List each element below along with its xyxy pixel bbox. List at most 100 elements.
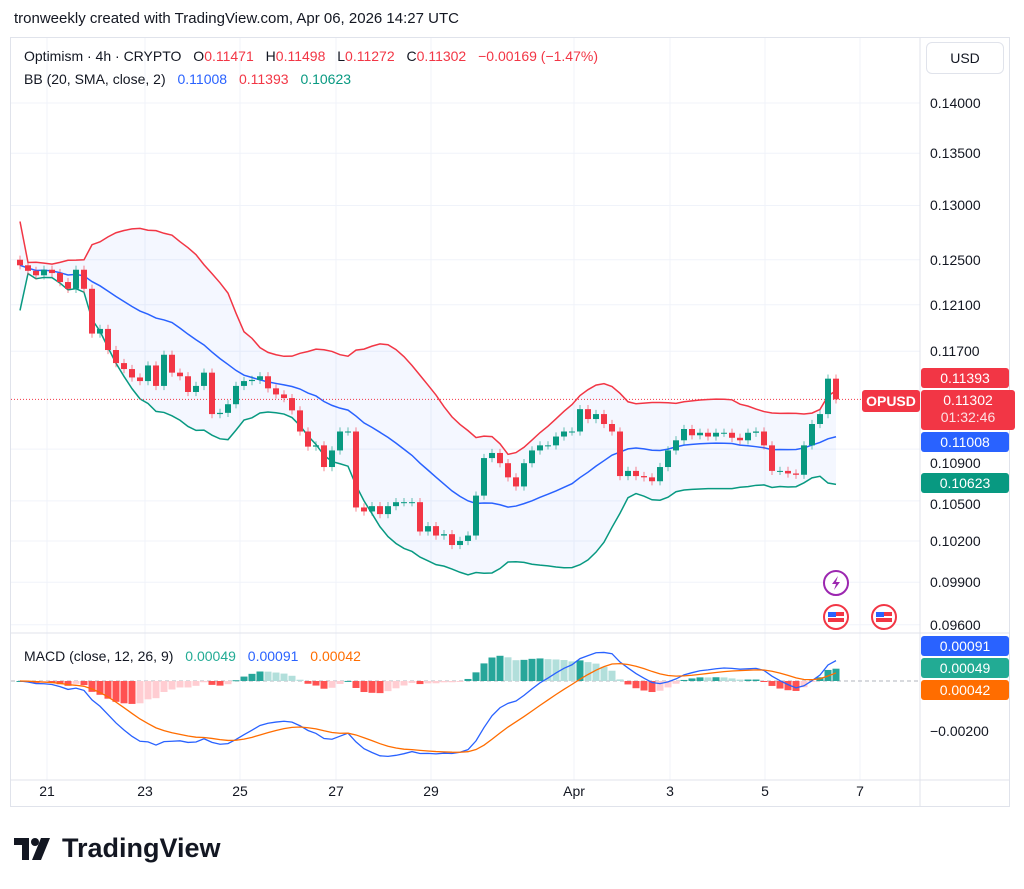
candle-body [321,445,327,468]
macd-histogram-bar [256,671,264,681]
macd-histogram-bar [608,670,616,681]
macd-histogram-bar [672,681,680,684]
bb-upper-badge: 0.11393 [921,368,1009,388]
macd-hist-badge: 0.00049 [921,658,1009,678]
flag-canton [876,612,884,617]
macd-histogram-bar [680,679,688,681]
candle-body [353,431,359,508]
macd-histogram-bar [176,681,184,688]
bb-fill [20,221,836,575]
candle-body [609,424,615,432]
macd-legend: MACD (close, 12, 26, 9) 0.00049 0.00091 … [24,648,361,664]
candle-body [753,431,759,433]
price-tick-label: 0.13500 [930,145,981,162]
macd-histogram-bar [600,666,608,681]
macd-histogram-bar [296,679,304,681]
candle-body [473,495,479,536]
symbol-name[interactable]: Optimism · 4h · CRYPTO [24,48,182,64]
macd-histogram-bar [272,672,280,681]
macd-histogram-bar [368,681,376,693]
macd-signal-badge: 0.00042 [921,680,1009,700]
candle-body [425,526,431,532]
macd-histogram-bar [800,681,808,688]
change-value: −0.00169 (−1.47%) [478,48,598,64]
macd-histogram-bar [408,681,416,683]
candle-body [305,431,311,447]
time-tick-label: Apr [563,783,585,799]
candle-body [401,502,407,504]
macd-histogram-bar [488,657,496,681]
price-tick-label: 0.12500 [930,251,981,268]
candle-body [153,365,159,386]
candle-body [793,473,799,475]
candle-body [297,410,303,432]
macd-histogram-bar [640,681,648,691]
candle-body [745,432,751,441]
candle-body [761,431,767,446]
candle-body [393,502,399,507]
time-tick-label: 5 [761,783,769,799]
bb-basis-line [19,264,837,508]
candle-body [593,414,599,420]
price-tick-label: 0.10900 [930,455,981,471]
macd-histogram-bar [160,681,168,692]
macd-histogram-bar [440,681,448,683]
currency-button[interactable]: USD [926,42,1004,74]
macd-histogram-bar [288,675,296,681]
candle-body [689,429,695,436]
candle-body [41,269,47,276]
candle-body [489,452,495,459]
open-label: O [193,48,205,64]
candle-body [201,372,207,386]
macd-histogram-bar [192,681,200,686]
time-tick-label: 3 [666,783,674,799]
macd-histogram-bar [312,681,320,686]
candle-body [233,385,239,405]
candle-body [721,432,727,434]
macd-histogram-bar [120,681,128,704]
candle-body [825,378,831,415]
candle-body [177,372,183,377]
candle-body [121,363,127,370]
candle-body [25,265,31,271]
candle-body [657,467,663,482]
candle-body [169,354,175,373]
macd-histogram-bar [424,681,432,684]
macd-label[interactable]: MACD (close, 12, 26, 9) [24,648,174,664]
macd-histogram-bar [96,681,104,695]
macd-histogram-bar [552,659,560,681]
macd-histogram-bar [784,681,792,691]
tradingview-logo[interactable]: TradingView [14,833,221,864]
candle-body [529,450,535,464]
macd-histogram-bar [360,681,368,693]
macd-histogram-bar [320,681,328,689]
candle-body [337,431,343,451]
macd-histogram-bar [496,655,504,681]
candle-body [617,431,623,477]
lightning-icon [832,576,840,590]
macd-histogram-bar [72,681,80,684]
close-value: 0.11302 [416,48,467,64]
macd-histogram-bar [504,657,512,681]
candle-body [505,463,511,478]
candle-body [385,506,391,515]
macd-histogram-bar [776,681,784,689]
macd-histogram-bar [136,681,144,704]
bb-basis-badge: 0.11008 [921,432,1009,452]
macd-histogram-bar [80,681,88,686]
candle-body [697,432,703,436]
time-tick-label: 27 [328,783,344,799]
macd-histogram-bar [144,681,152,700]
bb-lower-value: 0.10623 [300,71,352,87]
candle-body [97,328,103,334]
bb-label[interactable]: BB (20, SMA, close, 2) [24,71,166,87]
macd-histogram-bar [720,677,728,681]
flag-canton [828,612,836,617]
price-tick-label: 0.10500 [930,496,981,512]
macd-histogram-bar [464,678,472,681]
candle-body [249,379,255,382]
macd-histogram-bar [344,680,352,682]
candle-body [137,377,143,382]
candle-body [17,259,23,266]
